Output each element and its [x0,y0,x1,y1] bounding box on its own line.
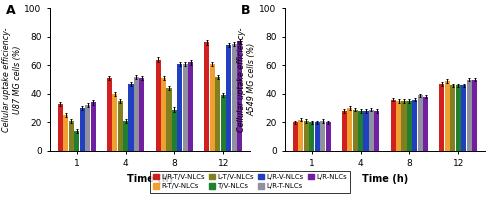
Bar [238,41,242,151]
Bar [412,100,418,151]
Bar [407,101,412,151]
Bar [456,85,461,151]
Bar [221,95,226,151]
Bar [112,94,117,151]
Bar [68,121,73,151]
Text: B: B [241,4,250,17]
Bar [450,85,456,151]
Bar [342,111,346,151]
Bar [314,122,320,151]
Bar [364,111,368,151]
Bar [134,77,139,151]
Bar [326,122,330,151]
Bar [63,115,68,151]
Y-axis label: Cellular uptake efficiency-
U87 MG cells (%): Cellular uptake efficiency- U87 MG cells… [2,27,21,132]
Bar [467,80,472,151]
Bar [440,84,444,151]
Bar [292,122,298,151]
Bar [216,77,220,151]
Bar [309,122,314,151]
Legend: L/R-T/V-NLCs, R-T/V-NLCs, L-T/V-NLCs, T/V-NLCs, L/R-V-NLCs, L/R-T-NLCs, L/R-NLCs: L/R-T/V-NLCs, R-T/V-NLCs, L-T/V-NLCs, T/… [150,171,350,193]
Bar [304,121,308,151]
Bar [374,111,380,151]
Bar [80,108,84,151]
Bar [204,42,210,151]
Bar [118,101,122,151]
Bar [352,110,358,151]
Bar [156,60,160,151]
Bar [90,102,96,151]
Bar [445,81,450,151]
Bar [161,78,166,151]
Bar [123,121,128,151]
Bar [369,110,374,151]
Bar [298,120,303,151]
Bar [226,45,232,151]
X-axis label: Time (h): Time (h) [127,174,173,184]
Bar [183,64,188,151]
Bar [320,121,325,151]
Bar [402,101,406,151]
Y-axis label: Cellular uptake efficiency-
A549 MG cells (%): Cellular uptake efficiency- A549 MG cell… [237,27,256,132]
Bar [396,101,401,151]
Bar [424,97,428,151]
X-axis label: Time (h): Time (h) [362,174,408,184]
Bar [172,110,177,151]
Bar [347,108,352,151]
Bar [58,104,62,151]
Bar [178,64,182,151]
Bar [462,85,466,151]
Bar [85,105,90,151]
Bar [390,100,396,151]
Text: A: A [6,4,16,17]
Bar [210,64,215,151]
Bar [128,84,134,151]
Bar [188,62,194,151]
Bar [74,131,79,151]
Bar [418,95,423,151]
Bar [358,111,363,151]
Bar [166,88,172,151]
Bar [232,44,237,151]
Bar [140,78,144,151]
Bar [472,80,478,151]
Bar [106,78,112,151]
